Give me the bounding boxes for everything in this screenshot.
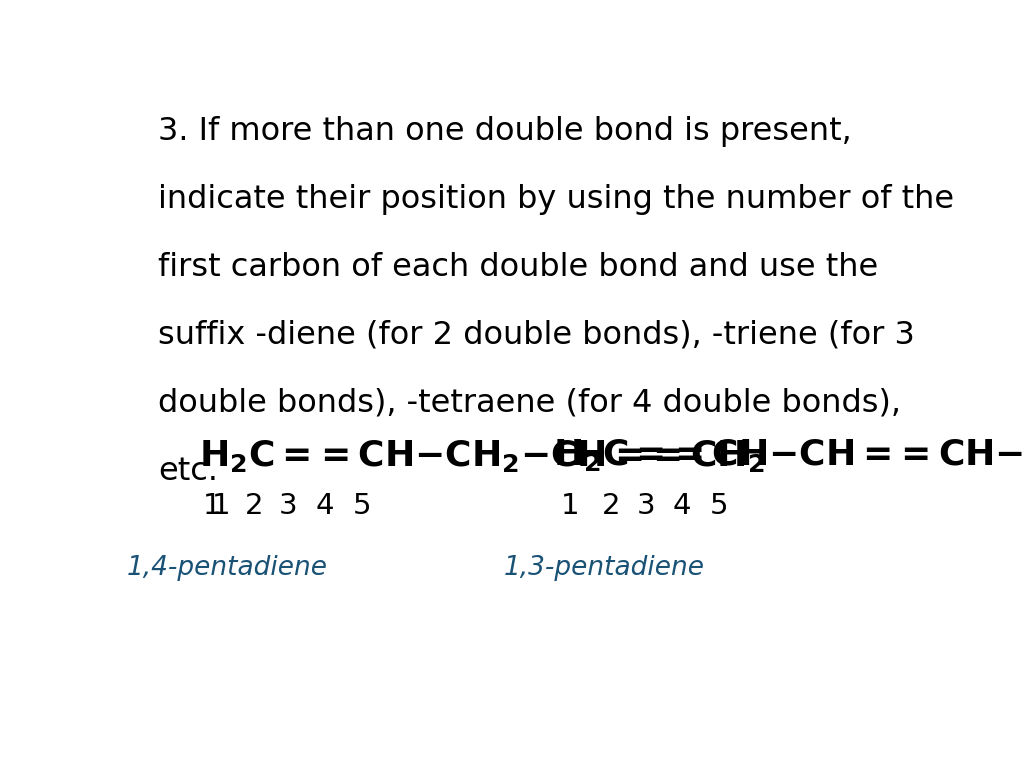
Text: $\it{5}$: $\it{5}$ [351, 492, 370, 520]
Text: $\it{3}$: $\it{3}$ [636, 492, 653, 520]
Text: $\it{3}$: $\it{3}$ [279, 492, 297, 520]
Text: 3. If more than one double bond is present,: 3. If more than one double bond is prese… [158, 116, 852, 147]
Text: double bonds), -tetraene (for 4 double bonds),: double bonds), -tetraene (for 4 double b… [158, 388, 901, 419]
Text: indicate their position by using the number of the: indicate their position by using the num… [158, 184, 954, 215]
Text: etc.: etc. [158, 456, 218, 487]
Text: $\bf{H_2C{=\!=}CH{-}CH{=\!=}CH{-}CH_3}$: $\bf{H_2C{=\!=}CH{-}CH{=\!=}CH{-}CH_3}$ [553, 439, 1024, 474]
Text: $\it{1}$: $\it{1}$ [211, 492, 229, 520]
Text: $\it{5}$: $\it{5}$ [709, 492, 727, 520]
Text: first carbon of each double bond and use the: first carbon of each double bond and use… [158, 252, 879, 283]
Text: $\it{2}$: $\it{2}$ [601, 492, 618, 520]
Text: $\it{4}$: $\it{4}$ [314, 492, 334, 520]
Text: $\it{2}$: $\it{2}$ [244, 492, 261, 520]
Text: 1,3-pentadiene: 1,3-pentadiene [504, 555, 705, 581]
Text: $\it{4}$: $\it{4}$ [672, 492, 690, 520]
Text: $\bf{H_2C{=\!=}CH{-}CH_2{-}CH{=\!=}CH_2}$: $\bf{H_2C{=\!=}CH{-}CH_2{-}CH{=\!=}CH_2}… [200, 438, 765, 474]
Text: suffix -diene (for 2 double bonds), -triene (for 3: suffix -diene (for 2 double bonds), -tri… [158, 319, 915, 351]
Text: 1,4-pentadiene: 1,4-pentadiene [127, 555, 328, 581]
Text: $\it{1}$: $\it{1}$ [203, 492, 220, 520]
Text: $\it{1}$: $\it{1}$ [559, 492, 578, 520]
